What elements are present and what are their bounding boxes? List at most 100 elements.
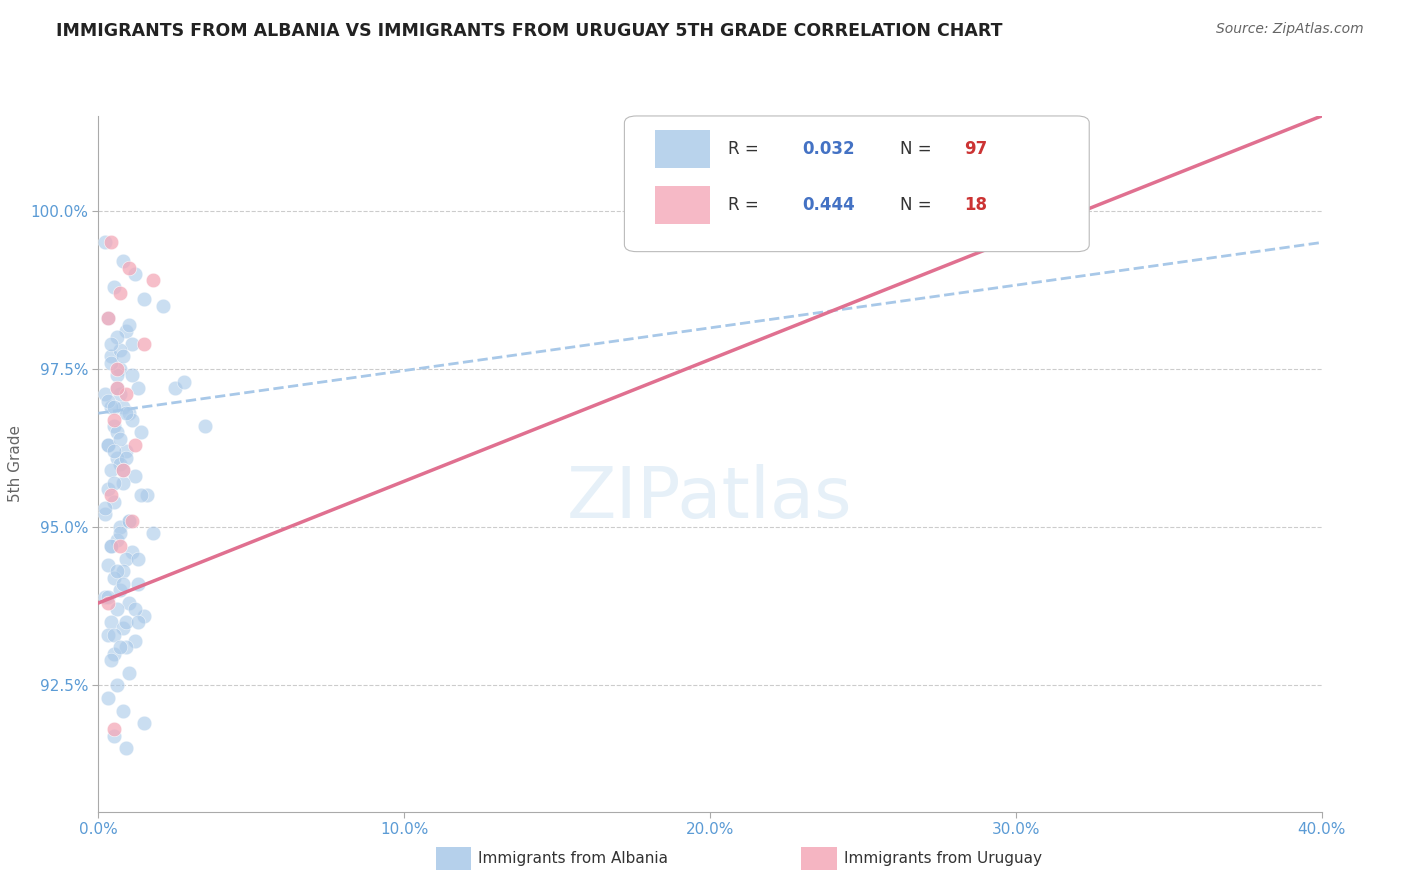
Point — [129, 488, 152, 502]
Point — [111, 621, 134, 635]
Point — [124, 602, 146, 616]
Text: ZIPatlas: ZIPatlas — [567, 464, 853, 533]
Text: R =: R = — [728, 196, 765, 214]
Text: R =: R = — [728, 140, 765, 159]
Point — [142, 526, 165, 541]
Point — [97, 311, 120, 326]
Text: Immigrants from Albania: Immigrants from Albania — [478, 852, 668, 866]
Point — [100, 463, 122, 477]
Text: N =: N = — [900, 140, 936, 159]
Point — [100, 539, 122, 553]
FancyBboxPatch shape — [655, 186, 710, 224]
Text: N =: N = — [900, 196, 936, 214]
Point — [97, 438, 120, 452]
Y-axis label: 5th Grade: 5th Grade — [8, 425, 22, 502]
Text: 0.032: 0.032 — [801, 140, 855, 159]
Point — [108, 362, 131, 376]
Point — [93, 387, 115, 401]
Point — [142, 273, 165, 287]
Text: IMMIGRANTS FROM ALBANIA VS IMMIGRANTS FROM URUGUAY 5TH GRADE CORRELATION CHART: IMMIGRANTS FROM ALBANIA VS IMMIGRANTS FR… — [56, 22, 1002, 40]
Point — [111, 463, 134, 477]
Point — [105, 381, 128, 395]
Point — [821, 191, 844, 205]
Point — [115, 450, 138, 465]
Point — [100, 488, 122, 502]
Point — [108, 526, 131, 541]
Text: Immigrants from Uruguay: Immigrants from Uruguay — [844, 852, 1042, 866]
Point — [115, 615, 138, 629]
Point — [115, 741, 138, 756]
Point — [103, 627, 125, 641]
Point — [121, 336, 143, 351]
Point — [111, 254, 134, 268]
Point — [108, 457, 131, 471]
Point — [97, 596, 120, 610]
Point — [108, 432, 131, 446]
Point — [111, 475, 134, 490]
Point — [118, 596, 141, 610]
Point — [105, 362, 128, 376]
Point — [105, 678, 128, 692]
Point — [108, 640, 131, 655]
Text: 97: 97 — [965, 140, 987, 159]
Point — [194, 418, 217, 433]
Point — [100, 356, 122, 370]
Point — [124, 634, 146, 648]
Point — [111, 565, 134, 579]
Point — [127, 615, 149, 629]
Point — [173, 375, 195, 389]
Point — [134, 716, 156, 731]
Point — [124, 438, 146, 452]
Point — [105, 602, 128, 616]
Point — [100, 349, 122, 363]
Point — [111, 400, 134, 414]
Point — [97, 482, 120, 496]
Point — [100, 336, 122, 351]
Point — [100, 615, 122, 629]
Point — [121, 514, 143, 528]
Point — [97, 590, 120, 604]
Point — [97, 393, 120, 408]
FancyBboxPatch shape — [624, 116, 1090, 252]
Point — [118, 406, 141, 420]
Point — [118, 260, 141, 275]
Point — [105, 533, 128, 547]
Point — [124, 469, 146, 483]
Point — [108, 286, 131, 301]
Point — [127, 551, 149, 566]
Point — [129, 425, 152, 440]
Point — [97, 558, 120, 572]
Point — [103, 412, 125, 426]
Point — [103, 475, 125, 490]
Point — [97, 311, 120, 326]
Point — [105, 565, 128, 579]
Point — [118, 514, 141, 528]
Point — [118, 665, 141, 680]
Point — [121, 368, 143, 383]
Point — [108, 387, 131, 401]
Point — [93, 508, 115, 522]
Point — [103, 723, 125, 737]
Point — [118, 318, 141, 332]
Point — [118, 514, 141, 528]
Point — [108, 539, 131, 553]
Point — [103, 647, 125, 661]
Point — [100, 235, 122, 250]
Point — [108, 520, 131, 534]
Point — [115, 551, 138, 566]
Point — [103, 729, 125, 743]
Text: 18: 18 — [965, 196, 987, 214]
Point — [127, 577, 149, 591]
Text: Source: ZipAtlas.com: Source: ZipAtlas.com — [1216, 22, 1364, 37]
Point — [105, 330, 128, 344]
Point — [111, 577, 134, 591]
Point — [121, 412, 143, 426]
Point — [103, 495, 125, 509]
FancyBboxPatch shape — [655, 130, 710, 169]
Point — [127, 381, 149, 395]
Point — [134, 336, 156, 351]
Point — [136, 488, 159, 502]
Point — [108, 343, 131, 357]
Point — [105, 450, 128, 465]
Point — [108, 583, 131, 598]
